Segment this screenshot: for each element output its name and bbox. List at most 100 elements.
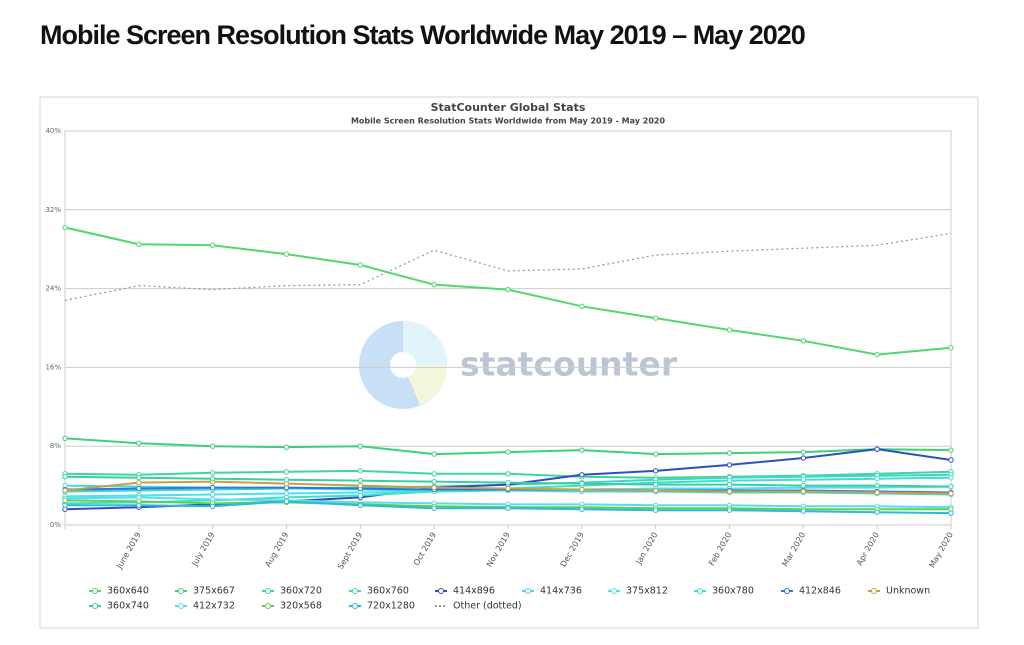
data-point xyxy=(505,485,511,492)
data-point xyxy=(283,469,290,475)
data-point xyxy=(357,262,364,268)
data-point xyxy=(136,475,142,481)
legend-marker xyxy=(265,603,271,609)
legend-marker xyxy=(871,588,877,594)
data-point xyxy=(431,471,437,477)
data-point xyxy=(948,483,954,490)
legend-marker xyxy=(178,603,184,609)
legend-marker xyxy=(352,603,358,609)
legend-marker xyxy=(92,588,98,594)
data-point xyxy=(283,498,290,505)
legend-label: 414x736 xyxy=(540,586,582,597)
data-point xyxy=(874,446,880,452)
data-point xyxy=(948,510,954,516)
data-point xyxy=(357,482,364,489)
legend-marker xyxy=(265,588,271,594)
chart-title: StatCounter Global Stats xyxy=(431,101,586,114)
data-point xyxy=(209,503,216,509)
data-point xyxy=(505,479,511,486)
data-point xyxy=(62,474,68,480)
data-point xyxy=(652,481,659,488)
data-point xyxy=(579,303,585,310)
data-point xyxy=(357,492,364,499)
legend-label: 360x720 xyxy=(280,586,322,597)
data-point xyxy=(136,440,142,446)
data-point xyxy=(579,480,585,487)
legend-label: 412x846 xyxy=(799,586,841,597)
data-point xyxy=(579,472,585,478)
data-point xyxy=(209,476,216,482)
legend-label: Other (dotted) xyxy=(453,601,522,612)
data-point xyxy=(874,509,880,515)
data-point xyxy=(357,477,364,484)
data-point xyxy=(652,468,659,474)
data-point xyxy=(948,490,954,497)
data-point xyxy=(431,484,437,491)
data-point xyxy=(800,449,807,455)
data-point xyxy=(505,471,511,477)
data-point xyxy=(726,481,733,488)
y-tick-label: 24% xyxy=(45,285,61,293)
legend-label: Unknown xyxy=(886,586,930,597)
data-point xyxy=(948,447,954,453)
data-point xyxy=(948,475,954,481)
data-point xyxy=(283,444,290,450)
data-point xyxy=(136,241,142,247)
data-point xyxy=(800,488,807,495)
y-tick-label: 16% xyxy=(45,363,61,371)
legend-marker xyxy=(525,588,531,594)
legend-label: 360x640 xyxy=(107,586,149,597)
data-point xyxy=(800,338,807,344)
legend-label: 375x667 xyxy=(193,586,235,597)
legend-label: 360x780 xyxy=(712,586,754,597)
data-point xyxy=(283,251,290,257)
data-point xyxy=(357,443,364,449)
data-point xyxy=(800,482,807,489)
legend-label: 414x896 xyxy=(453,586,495,597)
data-point xyxy=(209,242,216,248)
y-tick-label: 40% xyxy=(45,127,61,135)
legend-marker xyxy=(178,588,184,594)
data-point xyxy=(431,451,437,457)
legend-marker xyxy=(92,603,98,609)
data-point xyxy=(357,468,364,474)
y-tick-label: 0% xyxy=(50,521,61,529)
data-point xyxy=(800,508,807,514)
watermark: statcounter xyxy=(460,345,678,384)
data-point xyxy=(62,224,68,231)
data-point xyxy=(209,470,216,476)
data-point xyxy=(652,507,659,513)
legend-marker xyxy=(697,588,703,594)
page-title: Mobile Screen Resolution Stats Worldwide… xyxy=(40,20,806,50)
data-point xyxy=(948,457,954,463)
data-point xyxy=(62,435,68,442)
legend-label: 412x732 xyxy=(193,601,235,612)
data-point xyxy=(505,449,511,455)
data-point xyxy=(800,455,807,461)
data-point xyxy=(209,491,216,498)
data-point xyxy=(62,487,68,494)
data-point xyxy=(874,482,880,489)
data-point xyxy=(800,476,807,483)
legend-label: 375x812 xyxy=(626,586,668,597)
data-point xyxy=(726,462,733,468)
legend-label: 360x760 xyxy=(367,586,409,597)
data-point xyxy=(652,451,659,457)
y-tick-label: 8% xyxy=(50,442,61,450)
data-point xyxy=(579,486,585,493)
legend-label: 720x1280 xyxy=(367,601,415,612)
data-point xyxy=(652,487,659,494)
data-point xyxy=(505,505,511,511)
data-point xyxy=(874,476,880,482)
data-point xyxy=(948,345,954,351)
data-point xyxy=(62,502,68,508)
data-point xyxy=(431,281,437,288)
legend-marker xyxy=(611,588,617,594)
legend-label: 360x740 xyxy=(107,601,149,612)
data-point xyxy=(874,489,880,496)
y-tick-label: 32% xyxy=(45,206,61,214)
data-point xyxy=(431,505,437,511)
data-point xyxy=(726,327,733,333)
data-point xyxy=(357,502,364,508)
data-point xyxy=(283,476,290,483)
